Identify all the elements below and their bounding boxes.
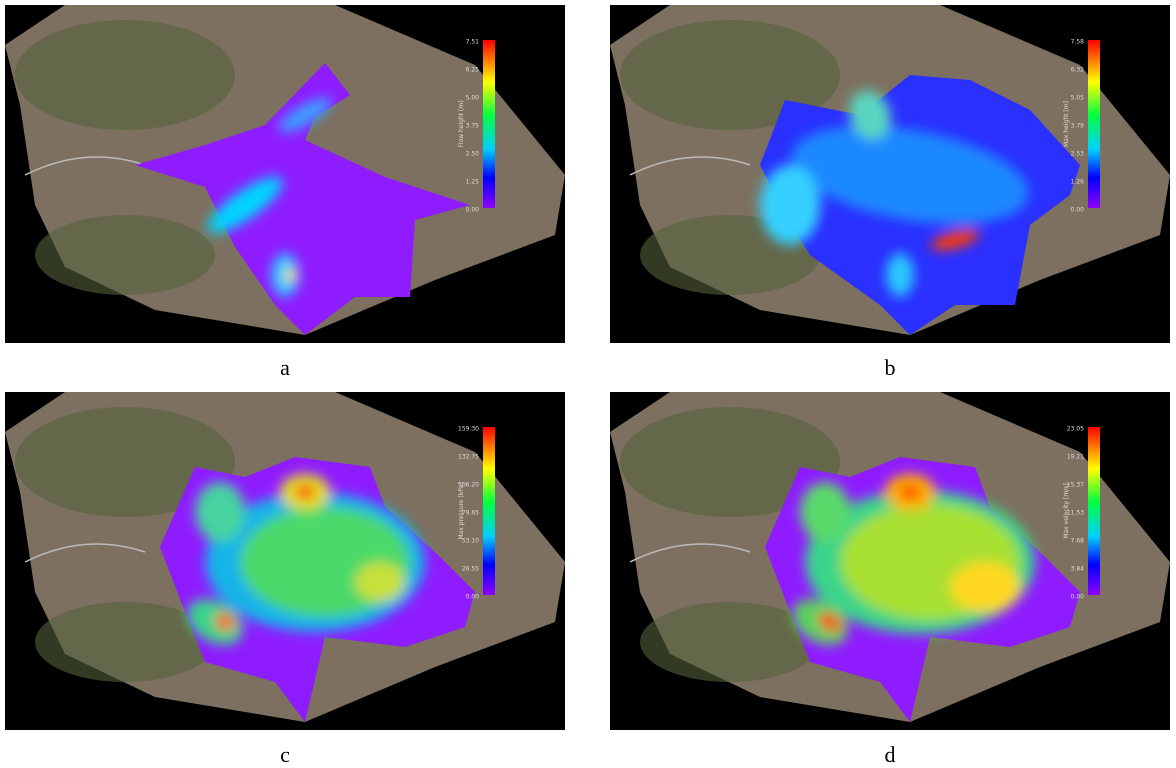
flow-blob xyxy=(195,482,245,542)
colorbar-tick-label: 1.25 xyxy=(466,179,480,186)
panel-label: d xyxy=(610,742,1170,768)
colorbar-tick-label: 1.26 xyxy=(1071,179,1085,186)
flow-blob xyxy=(886,253,914,297)
colorbar-title: Flow height [m] xyxy=(458,100,465,147)
flow-blob xyxy=(900,485,920,499)
panel-label: b xyxy=(610,355,1170,381)
vegetation xyxy=(15,20,235,130)
colorbar xyxy=(1088,427,1100,595)
flow-blob xyxy=(800,482,850,542)
colorbar-tick-label: 23.05 xyxy=(1067,426,1084,433)
colorbar-tick-label: 2.53 xyxy=(1071,151,1085,158)
colorbar-title: Max pressure [kPa] xyxy=(458,482,465,539)
panel-label: c xyxy=(5,742,565,768)
map-panel: 7.51 6.25 5.00 3.75 2.50 1.25 0.00 Flow height … xyxy=(5,5,565,343)
flow-blob xyxy=(285,268,295,282)
figure: {"panels": [ {"label": "a", "colorbar": … xyxy=(0,0,1176,767)
colorbar-tick-label: 26.55 xyxy=(462,566,479,573)
colorbar-tick-label: 3.79 xyxy=(1071,123,1085,130)
colorbar-tick-label: 7.68 xyxy=(1071,538,1085,545)
colorbar xyxy=(483,40,495,208)
colorbar-tick-label: 0.00 xyxy=(466,594,480,601)
map-image: 7.58 6.32 5.05 3.79 2.53 1.26 0.00 Max height [… xyxy=(610,5,1170,343)
colorbar-title: Max height [m] xyxy=(1063,101,1070,147)
colorbar-tick-label: 3.84 xyxy=(1071,566,1085,573)
colorbar xyxy=(483,427,495,595)
colorbar-tick-label: 159.30 xyxy=(458,426,479,433)
colorbar-tick-label: 6.32 xyxy=(1071,67,1085,74)
colorbar-tick-label: 2.50 xyxy=(466,151,480,158)
colorbar-tick-label: 7.51 xyxy=(466,39,480,46)
colorbar-tick-label: 0.00 xyxy=(1071,594,1085,601)
colorbar-tick-label: 5.05 xyxy=(1071,95,1085,102)
flow-blob xyxy=(760,165,820,245)
colorbar-tick-label: 19.21 xyxy=(1067,454,1084,461)
map-image: 7.51 6.25 5.00 3.75 2.50 1.25 0.00 Flow height … xyxy=(5,5,565,343)
colorbar-tick-label: 0.00 xyxy=(466,207,480,214)
colorbar-tick-label: 5.00 xyxy=(466,95,480,102)
vegetation xyxy=(35,215,215,295)
map-image: 159.30132.75106.2079.6553.1026.550.00Max… xyxy=(5,392,565,730)
colorbar-tick-label: 132.75 xyxy=(458,454,479,461)
colorbar-tick-label: 7.58 xyxy=(1071,39,1085,46)
flow-blob xyxy=(295,485,315,499)
map-panel: 7.58 6.32 5.05 3.79 2.53 1.26 0.00 Max height [… xyxy=(610,5,1170,343)
flow-blob xyxy=(950,562,1020,612)
panel-label: a xyxy=(5,355,565,381)
colorbar-tick-label: 0.00 xyxy=(1071,207,1085,214)
colorbar-tick-label: 6.25 xyxy=(466,67,480,74)
colorbar-tick-label: 3.75 xyxy=(466,123,480,130)
colorbar-title: Max velocity [m/s] xyxy=(1063,483,1070,538)
flow-blob xyxy=(355,562,405,602)
colorbar xyxy=(1088,40,1100,208)
